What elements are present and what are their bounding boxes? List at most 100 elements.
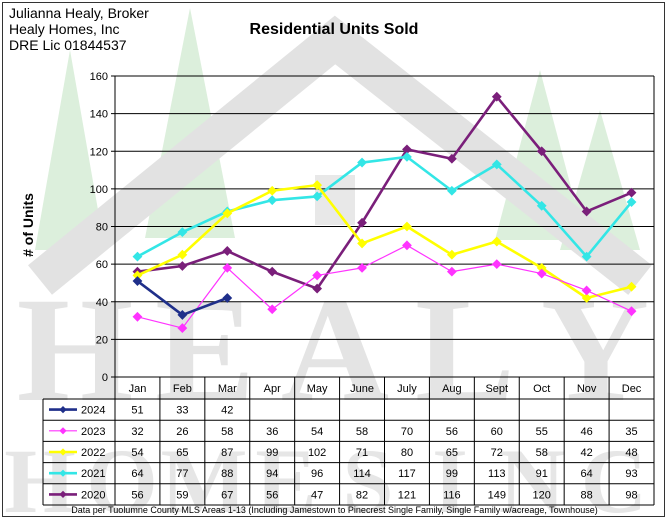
data-point-2020 [581, 206, 592, 217]
data-point-2020 [222, 246, 233, 256]
data-point-2024 [177, 310, 188, 320]
data-point-2020 [312, 283, 323, 294]
data-label: 114 [353, 468, 371, 480]
data-point-2022 [491, 236, 502, 247]
y-tick-label: 140 [90, 109, 108, 121]
x-tick-label: Dec [622, 383, 642, 395]
data-point-2021 [357, 157, 367, 168]
x-tick-label: June [350, 383, 374, 395]
broker-name: Julianna Healy, Broker [9, 5, 149, 21]
y-axis: 0 20 40 60 80 100 120 140 160 [90, 71, 655, 384]
data-point-2022 [357, 238, 367, 249]
chart-frame [2, 2, 665, 517]
data-label: 55 [536, 426, 548, 438]
data-label: 60 [491, 426, 503, 438]
watermark-letter: C [581, 430, 647, 521]
y-tick-label: 160 [90, 71, 108, 83]
data-point-2022 [177, 249, 188, 260]
data-point-2020 [267, 266, 278, 277]
watermark-letter: H [17, 267, 134, 433]
data-label: 47 [311, 489, 323, 501]
x-tick-label: Feb [173, 383, 192, 395]
y-tick-label: 40 [96, 297, 108, 309]
data-label: 64 [581, 468, 593, 480]
data-label: 70 [401, 426, 413, 438]
y-axis-label: # of Units [20, 193, 36, 257]
data-label: 46 [581, 426, 593, 438]
data-label: 64 [131, 468, 143, 480]
data-label: 48 [625, 447, 637, 459]
watermark-roof-shape [28, 15, 652, 295]
data-point-2023 [312, 270, 323, 281]
data-label: 56 [131, 489, 143, 501]
data-label: 58 [221, 426, 233, 438]
legend-label: 2021 [81, 468, 105, 480]
data-point-2022 [402, 221, 412, 232]
data-point-2021 [402, 151, 412, 162]
data-point-2020 [491, 91, 502, 102]
watermark-letter: N [499, 430, 565, 521]
gridlines [115, 75, 654, 378]
x-tick-label: Jan [129, 383, 147, 395]
data-label: 67 [221, 489, 233, 501]
data-point-2021 [267, 195, 278, 206]
data-point-2023 [581, 285, 592, 296]
data-label: 35 [625, 426, 637, 438]
data-label: 102 [308, 447, 326, 459]
data-label: 98 [625, 489, 637, 501]
data-label: 99 [266, 447, 278, 459]
footnote: Data per Tuolumne County MLS Areas 1-13 … [71, 505, 598, 515]
data-table: Jan Feb Mar Apr May June July Aug Sept Oct Nov Dec 2… [42, 376, 655, 506]
data-point-2020 [357, 217, 367, 228]
broker-header: Julianna Healy, Broker Healy Homes, Inc … [9, 5, 149, 53]
legend-marker-2020 [59, 490, 67, 498]
watermark-letter: L [415, 267, 515, 433]
data-point-2021 [491, 159, 502, 170]
x-tick-label: Sept [485, 383, 508, 395]
x-tick-label: Apr [264, 383, 281, 395]
series-line-2020 [137, 95, 633, 290]
data-label: 116 [443, 489, 461, 501]
data-point-2023 [402, 240, 412, 251]
data-label: 82 [356, 489, 368, 501]
data-label: 99 [446, 468, 458, 480]
series-line-2021 [136, 155, 633, 258]
data-label: 93 [625, 468, 637, 480]
legend-marker-2024 [59, 406, 67, 414]
data-label: 56 [446, 426, 458, 438]
data-label: 42 [221, 405, 233, 417]
x-tick-label: Nov [577, 383, 597, 395]
data-label: 54 [311, 426, 323, 438]
data-label: 54 [131, 447, 143, 459]
x-tick-label: Oct [533, 383, 550, 395]
data-label: 32 [131, 426, 143, 438]
x-tick-label: May [307, 383, 328, 395]
data-point-2023 [446, 266, 457, 277]
data-label: 94 [266, 468, 278, 480]
data-point-2021 [581, 251, 592, 262]
data-label: 36 [266, 426, 278, 438]
series-lines [132, 91, 637, 333]
y-tick-label: 0 [102, 372, 108, 384]
data-point-2024 [222, 293, 233, 303]
data-point-2023 [626, 306, 637, 317]
legend-label: 2024 [81, 405, 105, 417]
data-point-2023 [536, 268, 547, 279]
data-label: 91 [536, 468, 548, 480]
data-label: 65 [446, 447, 458, 459]
watermark-letter: A [281, 267, 389, 433]
data-point-2020 [626, 187, 637, 198]
watermark-letter: Y [541, 267, 649, 433]
data-point-2022 [446, 249, 457, 260]
data-point-2022 [581, 293, 592, 303]
watermark-letter: S [342, 430, 393, 521]
data-point-2023 [491, 259, 502, 270]
data-point-2022 [222, 208, 233, 219]
data-label: 117 [398, 468, 416, 480]
data-point-2021 [536, 200, 547, 211]
data-label: 77 [176, 468, 188, 480]
watermark-tree-shape [35, 50, 105, 250]
legend-marker-2022 [59, 448, 67, 456]
data-point-2022 [312, 180, 323, 191]
